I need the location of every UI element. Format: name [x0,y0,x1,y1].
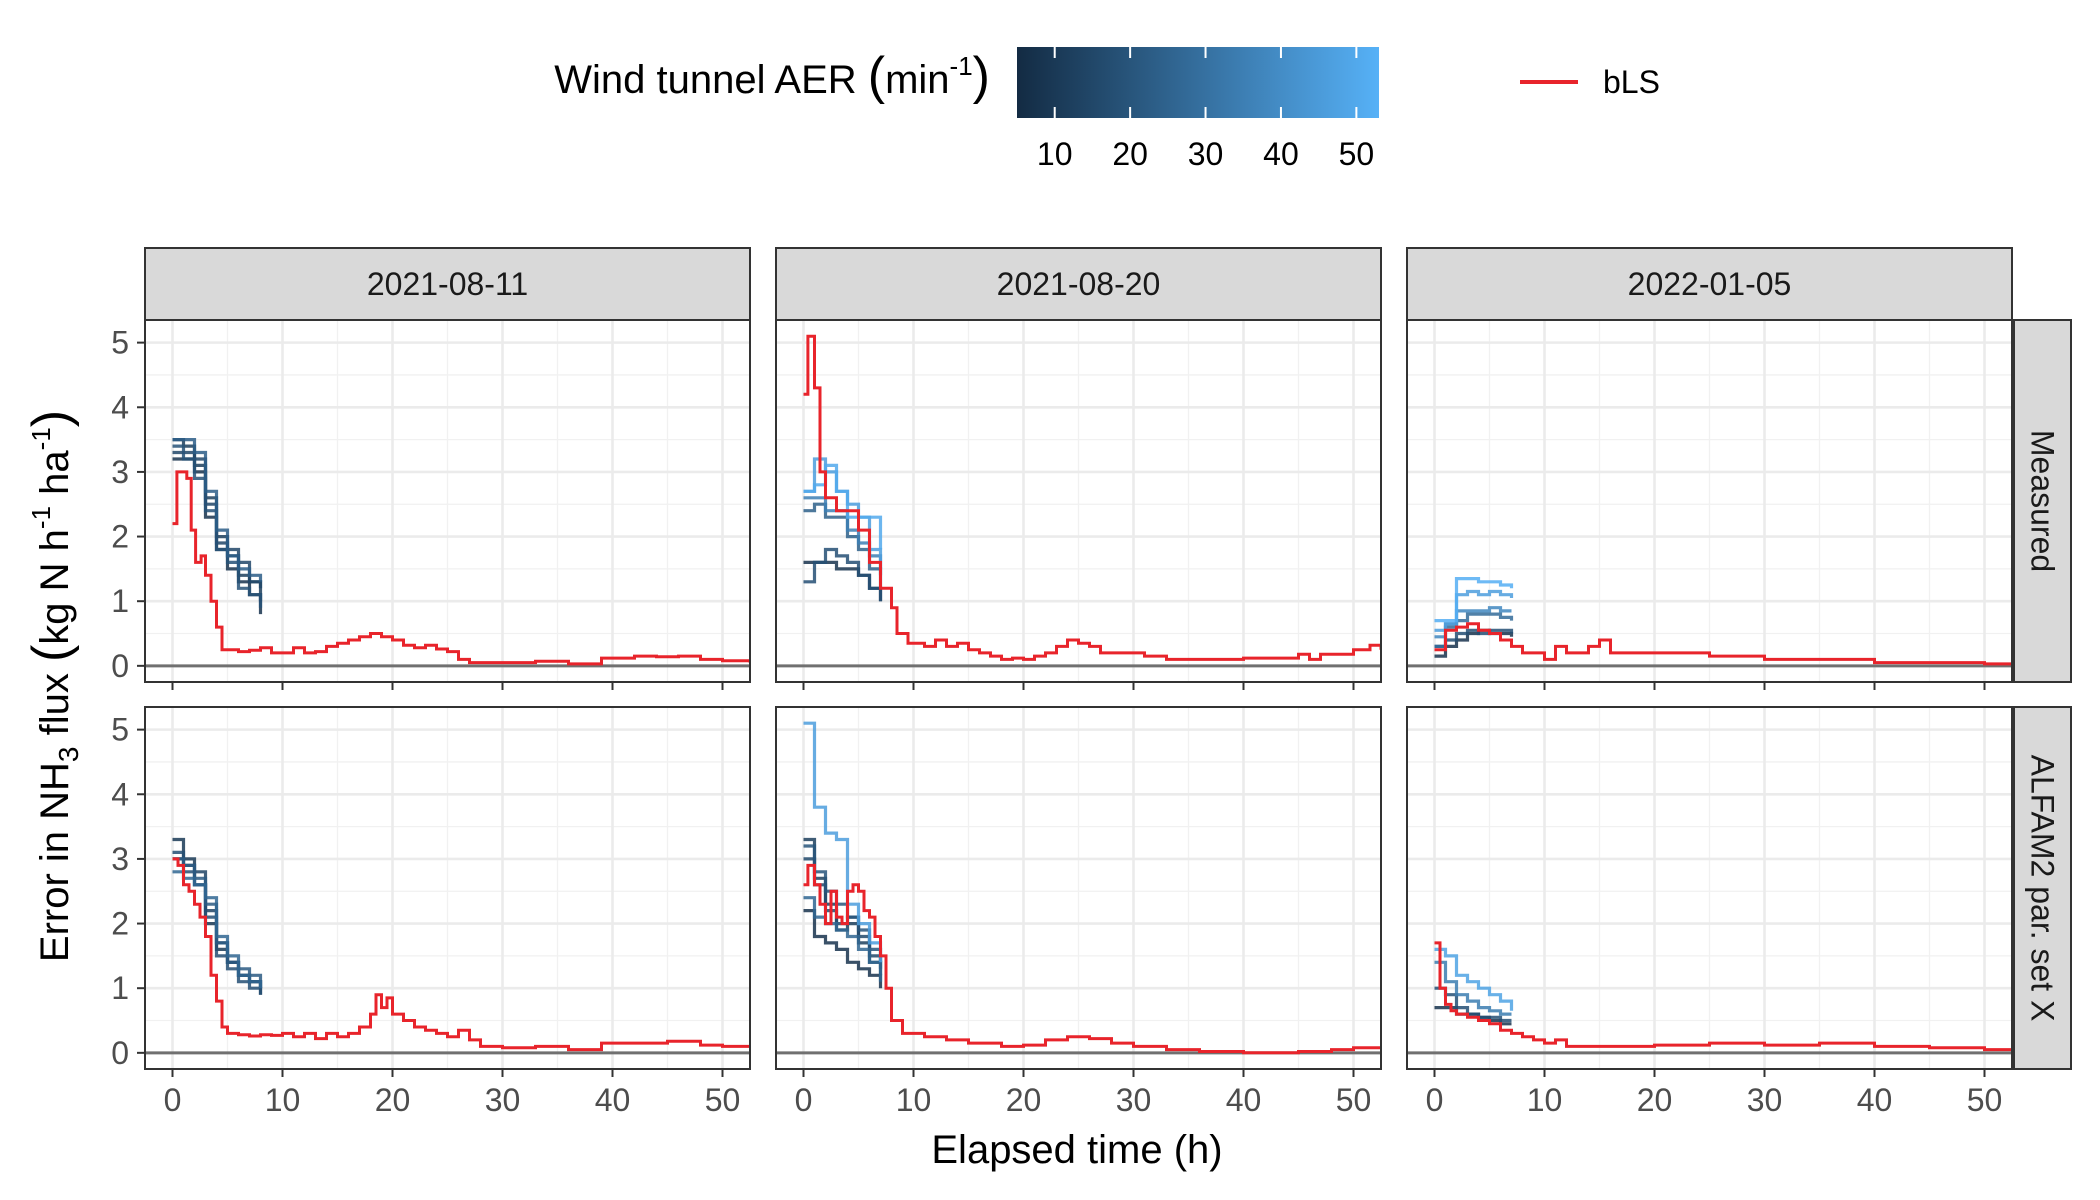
series-group [803,721,1381,1055]
y-tick-label: 4 [111,389,129,425]
wind-tunnel-series [803,896,883,982]
panel [1406,319,2013,690]
wind-tunnel-series [1434,628,1514,648]
wind-tunnel-series [803,909,883,989]
colorbar-tick-label: 40 [1263,136,1299,172]
y-tick-label: 4 [111,776,129,812]
wind-tunnel-series [172,444,263,608]
y-axis-title: Error in NH3 flux (kg N h-1 ha-1) [22,410,84,962]
series-group [172,837,750,1052]
y-tick-label: 0 [111,648,129,684]
bls-series [172,470,750,666]
y-tick-label: 3 [111,454,129,490]
facet-strips: 2021-08-11 2021-08-20 2022-01-05 Measured AL… [144,247,2072,1070]
x-tick-label: 40 [595,1082,631,1118]
y-tick-label: 5 [111,712,129,748]
x-tick-label: 30 [1747,1082,1783,1118]
grid [1407,707,2012,1069]
wind-tunnel-series [172,850,263,995]
bls-series [172,857,750,1052]
x-tick-label: 50 [705,1082,741,1118]
y-tick-label: 2 [111,519,129,555]
series-group [1434,941,2012,1052]
x-tick-label: 10 [265,1082,301,1118]
bls-series [803,863,1381,1055]
x-tick-label: 20 [1637,1082,1673,1118]
wind-tunnel-series [172,438,263,582]
x-tick-label: 0 [1426,1082,1444,1118]
colorbar [1017,47,1379,118]
legend: Wind tunnel AER (min-1) 10 20 30 40 50 bLS [554,47,1660,172]
legend-label-bls: bLS [1603,64,1660,100]
panel: 0 10 20 30 40 50 [1406,706,2013,1118]
wind-tunnel-series [172,857,263,989]
wind-tunnel-series [803,547,883,602]
series-group [1434,577,2012,666]
panel-border [144,319,751,683]
y-tick-label: 2 [111,906,129,942]
column-strip-label: 2022-01-05 [1628,266,1792,302]
wind-tunnel-series [803,721,883,963]
bls-series [803,334,1381,661]
y-tick-label: 5 [111,325,129,361]
panel: 0 1 2 3 4 5 [111,319,751,690]
row-strip-label: Measured [2025,430,2061,572]
x-axis-title: Elapsed time (h) [931,1128,1222,1172]
panel-border [775,319,1382,683]
grid [776,320,1381,682]
panel-border [144,706,751,1070]
series-group [803,334,1381,661]
column-strip-label: 2021-08-11 [367,266,528,302]
panel: 0 10 20 30 40 50 0 1 2 3 4 5 [111,706,751,1118]
colorbar-tick-label: 30 [1188,136,1224,172]
x-tick-label: 10 [1527,1082,1563,1118]
bls-series [1434,941,2012,1052]
panel [775,319,1382,690]
wind-tunnel-series [1434,577,1514,623]
x-tick-label: 40 [1857,1082,1893,1118]
row-strip [2013,319,2072,683]
x-tick-label: 50 [1967,1082,2003,1118]
x-tick-label: 0 [795,1082,813,1118]
wind-tunnel-series [803,463,883,550]
column-strip [775,247,1382,321]
colorbar-title: Wind tunnel AER (min-1) [554,47,990,105]
series-group [172,438,750,666]
y-tick-label: 0 [111,1035,129,1071]
wind-tunnel-series [1434,589,1514,632]
y-tick-label: 1 [111,970,129,1006]
panel: 0 10 20 30 40 50 [775,706,1382,1118]
colorbar-ticks: 10 20 30 40 50 [1037,47,1374,172]
grid [145,320,750,682]
wind-tunnel-series [172,870,263,989]
column-strip-label: 2021-08-20 [997,266,1161,302]
wind-tunnel-series [1434,947,1514,1011]
x-tick-label: 20 [375,1082,411,1118]
row-strip-label: ALFAM2 par. set X [2025,755,2061,1022]
panel-border [775,706,1382,1070]
x-tick-label: 20 [1006,1082,1042,1118]
x-tick-label: 0 [164,1082,182,1118]
colorbar-tick-label: 20 [1112,136,1148,172]
panel-border [1406,706,2013,1070]
y-tick-label: 1 [111,583,129,619]
x-tick-label: 30 [485,1082,521,1118]
colorbar-tick-label: 10 [1037,136,1073,172]
bls-series [1434,622,2012,666]
x-tick-label: 40 [1226,1082,1262,1118]
x-tick-label: 30 [1116,1082,1152,1118]
wind-tunnel-series [1434,960,1512,1016]
x-tick-label: 50 [1336,1082,1372,1118]
colorbar-tick-label: 50 [1339,136,1375,172]
y-tick-label: 3 [111,841,129,877]
row-strip [2013,706,2072,1070]
panel-border [1406,319,2013,683]
x-tick-label: 10 [896,1082,932,1118]
